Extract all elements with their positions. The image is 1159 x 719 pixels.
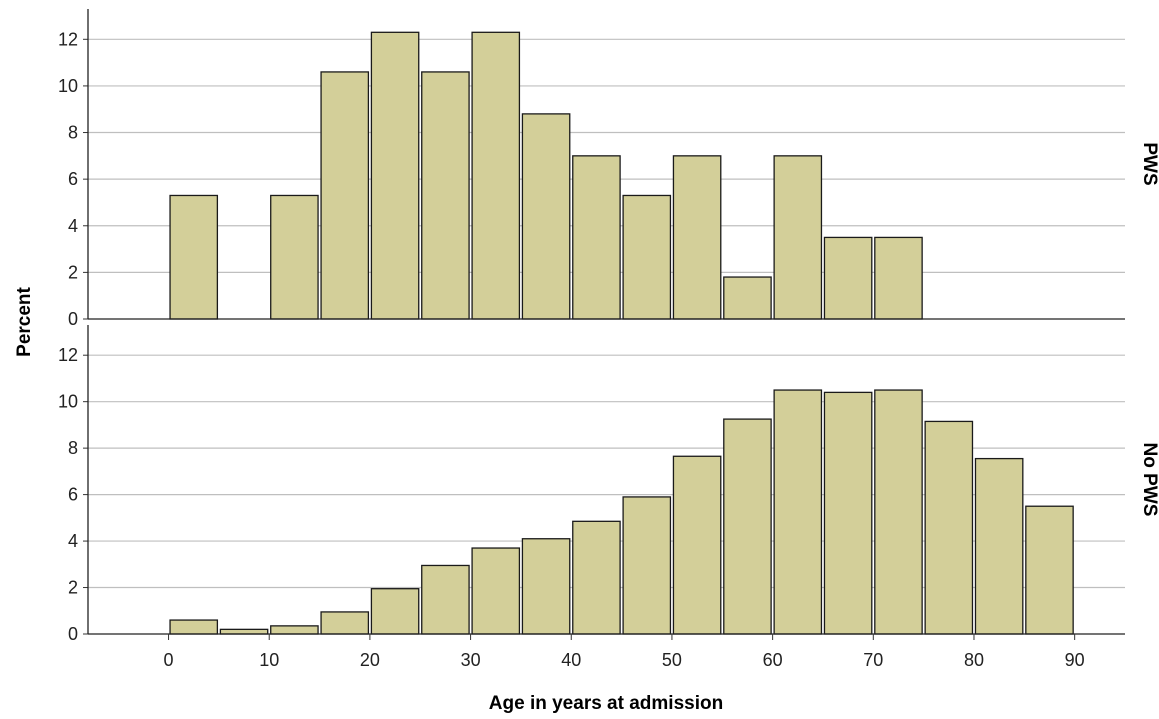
facet-panel-no-pws: 0 2 4 6 8 10 12 No PWS [58, 325, 1159, 644]
histogram-bar [672, 455, 722, 635]
y-tick-label: 8 [68, 438, 78, 458]
histogram-bar [823, 236, 873, 320]
histogram-bar [471, 31, 521, 320]
y-tick-label: 8 [68, 123, 78, 143]
x-tick-label: 50 [662, 650, 682, 670]
histogram-bar [169, 194, 219, 320]
x-tick-label: 60 [763, 650, 783, 670]
y-tick-label: 6 [68, 485, 78, 505]
x-tick-label: 20 [360, 650, 380, 670]
y-tick-label: 12 [58, 345, 78, 365]
y-tick-label: 10 [58, 392, 78, 412]
x-tick-label: 10 [259, 650, 279, 670]
histogram-bar [874, 236, 923, 320]
histogram-bar [723, 276, 772, 320]
histogram-bar [773, 389, 823, 635]
histogram-bar [622, 496, 672, 635]
y-tick-label: 12 [58, 29, 78, 49]
histogram-bar [572, 155, 621, 320]
histogram-bar [219, 628, 269, 635]
histogram-bar [270, 194, 319, 320]
y-axis-title: Percent [14, 286, 35, 356]
y-tick-label: 4 [68, 216, 78, 236]
x-tick-label: 80 [964, 650, 984, 670]
histogram-bar [672, 155, 722, 320]
x-tick-label: 40 [561, 650, 581, 670]
y-tick-label: 6 [68, 169, 78, 189]
histogram-bar [874, 389, 923, 635]
histogram-bar [924, 420, 974, 635]
histogram-bar [974, 457, 1024, 635]
histogram-bar [521, 113, 571, 320]
facet-label: No PWS [1139, 443, 1159, 517]
histogram-bar [723, 418, 772, 635]
x-tick-label: 0 [164, 650, 174, 670]
histogram-bar [521, 538, 571, 635]
histogram-bar [370, 31, 420, 320]
histogram-bar [320, 71, 370, 320]
histogram-bar [421, 564, 470, 635]
x-tick-label: 90 [1065, 650, 1085, 670]
histogram-bar [823, 391, 873, 635]
facet-panels: 0 2 4 6 8 10 12 PWS 0 2 4 6 8 10 12 No PWS [58, 9, 1159, 644]
x-tick-label: 70 [863, 650, 883, 670]
y-tick-label: 10 [58, 76, 78, 96]
y-tick-label: 0 [68, 624, 78, 644]
histogram-bar [471, 547, 521, 635]
y-tick-label: 4 [68, 531, 78, 551]
facet-label: PWS [1139, 142, 1159, 185]
histogram-bar [169, 619, 219, 635]
facet-panel-pws: 0 2 4 6 8 10 12 PWS [58, 9, 1159, 329]
histogram-bar [370, 588, 420, 635]
histogram-bar [1025, 505, 1074, 635]
x-tick-label: 30 [461, 650, 481, 670]
y-tick-label: 2 [68, 262, 78, 282]
histogram-bar [572, 520, 621, 635]
histogram-bar [421, 71, 470, 320]
histogram-bar [622, 194, 672, 320]
y-tick-label: 0 [68, 309, 78, 329]
x-axis-title: Age in years at admission [489, 693, 723, 714]
y-tick-label: 2 [68, 578, 78, 598]
histogram-bar [320, 611, 370, 635]
histogram-bar [270, 625, 319, 635]
histogram-bar [773, 155, 823, 320]
x-axis: 0 10 20 30 40 50 60 70 80 90 [164, 634, 1085, 670]
